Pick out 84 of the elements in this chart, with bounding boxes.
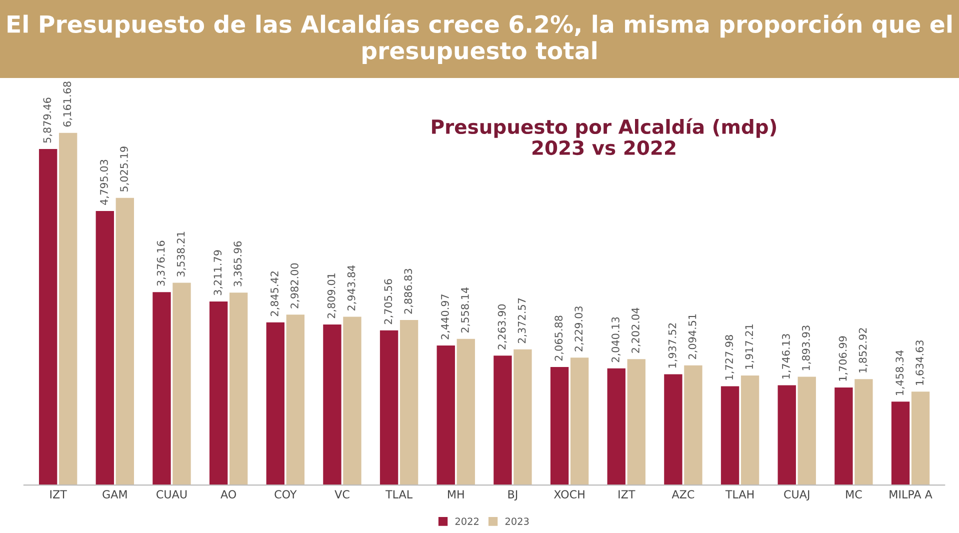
bar: [96, 210, 114, 486]
data-label: 5,879.46: [43, 98, 52, 143]
bar: [684, 365, 702, 486]
bar: [911, 392, 930, 486]
bar: [436, 346, 455, 486]
x-tick-label: COY: [274, 490, 297, 498]
x-tick-label: IZT: [618, 490, 636, 498]
data-label: 6,161.68: [63, 82, 72, 127]
bar: [570, 358, 589, 486]
bar: [172, 282, 191, 486]
x-tick-label: VC: [334, 490, 350, 498]
bar: [834, 387, 853, 486]
bar: [550, 366, 569, 486]
data-label: 1,852.92: [858, 328, 868, 372]
x-tick-label: CUAJ: [784, 490, 810, 501]
data-label: 2,440.97: [441, 294, 450, 340]
bar: [152, 292, 171, 486]
data-label: 1,706.99: [838, 336, 848, 381]
x-tick-label: CUAU: [156, 490, 187, 498]
data-label: 1,458.34: [896, 350, 905, 395]
data-label: 1,746.13: [782, 334, 791, 379]
data-label: 3,211.79: [214, 250, 223, 296]
bar: [266, 322, 284, 486]
bar: [607, 368, 626, 486]
data-label: 3,376.16: [156, 240, 166, 286]
data-label: 3,365.96: [234, 241, 243, 286]
x-tick-label: TLAL: [386, 490, 412, 498]
chart-subtitle: Presupuesto por Alcaldía (mdp) 2023 vs 2022: [432, 118, 776, 156]
data-label: 2,886.83: [404, 268, 414, 314]
x-tick-label: AZC: [672, 490, 694, 498]
data-label: 1,917.21: [745, 324, 754, 369]
bar: [798, 376, 816, 486]
x-tick-label: GAM: [102, 490, 127, 498]
x-tick-label: IZT: [50, 490, 67, 498]
bar: [627, 359, 646, 486]
bar: [778, 385, 796, 486]
x-tick-label: AO: [220, 490, 236, 498]
bar: [229, 292, 248, 486]
data-label: 1,893.93: [802, 326, 811, 370]
data-label: 3,538.21: [176, 232, 186, 276]
bar: [514, 349, 532, 486]
bar: [323, 324, 342, 486]
bar: [740, 375, 760, 486]
x-tick-label: MH: [448, 490, 464, 498]
bar: [400, 320, 418, 486]
bar: [58, 132, 78, 486]
data-label: 2,943.84: [347, 265, 356, 310]
x-tick-label: BJ: [508, 490, 518, 501]
legend-label: 2023: [505, 518, 529, 525]
bar: [891, 402, 910, 486]
data-label: 2,094.51: [688, 314, 698, 360]
data-label: 2,982.00: [290, 263, 300, 308]
data-label: 2,809.01: [327, 274, 336, 318]
bar: [720, 386, 740, 486]
data-label: 2,705.56: [384, 279, 394, 324]
data-label: 1,727.98: [725, 335, 734, 380]
x-tick-label: MC: [846, 490, 862, 498]
x-tick-label: TLAH: [725, 490, 754, 498]
bar: [286, 314, 304, 486]
bar: [380, 330, 398, 486]
bar: [456, 338, 475, 486]
data-label: 1,634.63: [916, 340, 925, 385]
bar: [209, 301, 228, 486]
bar: [854, 379, 873, 486]
bar: [664, 374, 682, 486]
chart-title: El Presupuesto de las Alcaldías crece 6.2%, la misma proporción que el presupuesto total: [8, 14, 952, 64]
bar: [38, 149, 58, 486]
bar: [343, 316, 362, 486]
data-label: 2,263.90: [498, 304, 507, 350]
data-label: 2,229.03: [574, 306, 584, 352]
data-label: 2,558.14: [461, 287, 470, 333]
data-label: 2,065.88: [554, 316, 564, 361]
data-label: 5,025.19: [120, 146, 129, 192]
bar: [116, 198, 134, 486]
data-label: 2,202.04: [632, 308, 640, 353]
bar: [494, 356, 512, 486]
data-label: 4,795.03: [100, 160, 109, 205]
x-tick-label: MILPA A: [890, 490, 932, 498]
x-tick-label: XOCH: [554, 490, 584, 498]
data-label: 1,937.52: [668, 323, 678, 368]
data-label: 2,845.42: [270, 272, 280, 316]
data-label: 2,372.57: [518, 298, 527, 344]
data-label: 2,040.13: [612, 317, 620, 362]
legend-label: 2022: [455, 518, 478, 525]
